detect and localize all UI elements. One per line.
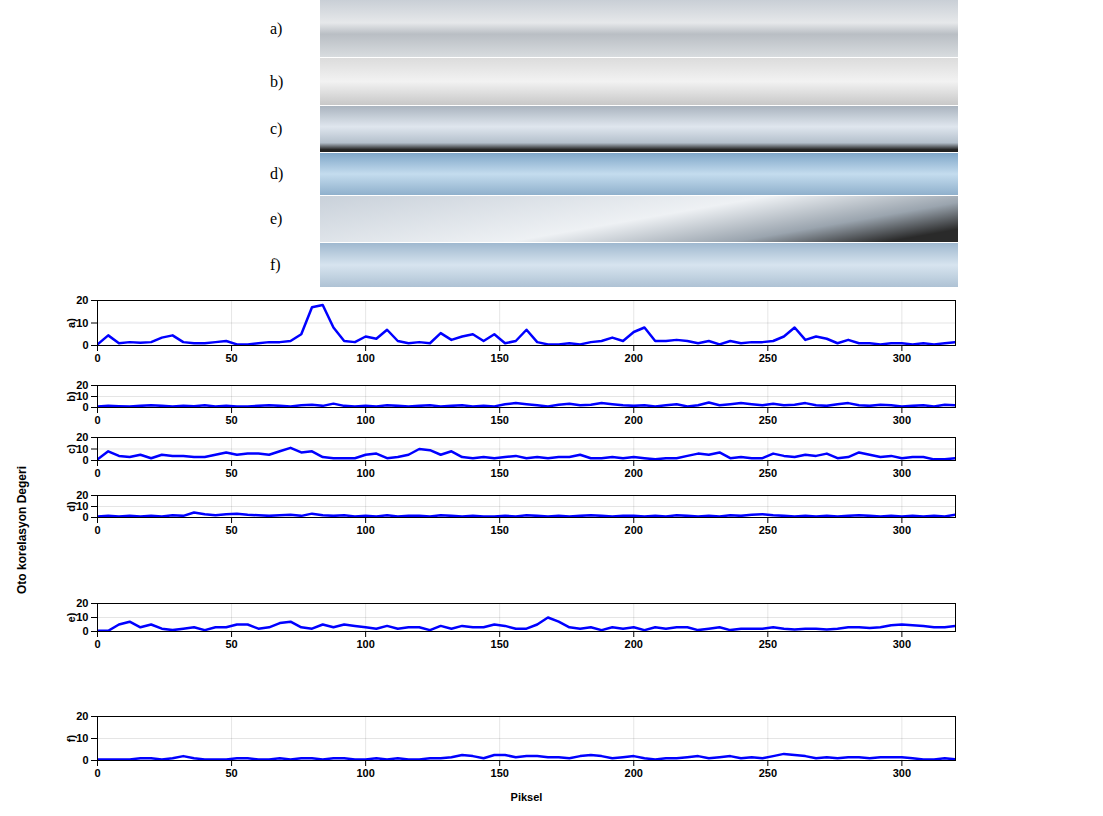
svg-text:10: 10 bbox=[76, 443, 88, 455]
svg-text:0: 0 bbox=[82, 754, 88, 766]
svg-text:e): e) bbox=[65, 612, 77, 622]
svg-text:150: 150 bbox=[491, 767, 509, 779]
svg-text:0: 0 bbox=[94, 638, 100, 650]
html-text:b): b) bbox=[270, 72, 284, 90]
svg-text:200: 200 bbox=[625, 524, 643, 536]
svg-text:10: 10 bbox=[76, 732, 88, 744]
svg-text:0: 0 bbox=[94, 352, 100, 364]
svg-text:150: 150 bbox=[491, 467, 509, 479]
svg-text:100: 100 bbox=[356, 467, 374, 479]
html-text:f): f) bbox=[270, 256, 281, 273]
svg-text:0: 0 bbox=[82, 401, 88, 413]
svg-text:0: 0 bbox=[82, 339, 88, 351]
svg-text:50: 50 bbox=[225, 767, 237, 779]
svg-text:0: 0 bbox=[94, 414, 100, 426]
html-text:d): d) bbox=[270, 165, 284, 182]
svg-text:100: 100 bbox=[356, 767, 374, 779]
svg-text:a): a) bbox=[65, 318, 77, 328]
svg-text:0: 0 bbox=[82, 454, 88, 466]
svg-text:10: 10 bbox=[76, 317, 88, 329]
svg-text:c): c) bbox=[65, 444, 77, 454]
svg-text:20: 20 bbox=[76, 710, 88, 722]
svg-text:150: 150 bbox=[491, 524, 509, 536]
svg-text:0: 0 bbox=[82, 625, 88, 637]
svg-text:20: 20 bbox=[76, 294, 88, 306]
svg-text:50: 50 bbox=[225, 352, 237, 364]
svg-text:50: 50 bbox=[225, 467, 237, 479]
svg-text:250: 250 bbox=[759, 638, 777, 650]
svg-text:10: 10 bbox=[76, 390, 88, 402]
html-text:a): a) bbox=[270, 19, 283, 37]
svg-text:0: 0 bbox=[94, 524, 100, 536]
svg-text:200: 200 bbox=[625, 638, 643, 650]
svg-text:200: 200 bbox=[625, 767, 643, 779]
svg-text:100: 100 bbox=[356, 524, 374, 536]
svg-text:300: 300 bbox=[893, 414, 911, 426]
svg-text:200: 200 bbox=[625, 414, 643, 426]
svg-text:250: 250 bbox=[759, 352, 777, 364]
svg-text:10: 10 bbox=[76, 500, 88, 512]
svg-text:f): f) bbox=[65, 735, 77, 743]
svg-text:20: 20 bbox=[76, 489, 88, 501]
svg-text:300: 300 bbox=[893, 767, 911, 779]
svg-text:150: 150 bbox=[491, 638, 509, 650]
svg-text:b): b) bbox=[65, 391, 77, 402]
svg-text:150: 150 bbox=[491, 414, 509, 426]
svg-text:50: 50 bbox=[225, 414, 237, 426]
svg-text:200: 200 bbox=[625, 467, 643, 479]
svg-text:10: 10 bbox=[76, 611, 88, 623]
html-text:c): c) bbox=[270, 120, 283, 137]
svg-text:0: 0 bbox=[94, 767, 100, 779]
svg-text:150: 150 bbox=[491, 352, 509, 364]
svg-text:300: 300 bbox=[893, 638, 911, 650]
svg-text:Piksel: Piksel bbox=[511, 791, 543, 803]
svg-text:100: 100 bbox=[356, 414, 374, 426]
svg-text:20: 20 bbox=[76, 431, 88, 443]
svg-text:50: 50 bbox=[225, 524, 237, 536]
svg-text:250: 250 bbox=[759, 467, 777, 479]
svg-text:100: 100 bbox=[356, 638, 374, 650]
svg-text:0: 0 bbox=[82, 511, 88, 523]
html-text:e): e) bbox=[270, 210, 283, 227]
svg-text:300: 300 bbox=[893, 352, 911, 364]
svg-text:250: 250 bbox=[759, 767, 777, 779]
svg-text:200: 200 bbox=[625, 352, 643, 364]
svg-text:300: 300 bbox=[893, 467, 911, 479]
svg-text:20: 20 bbox=[76, 597, 88, 609]
svg-text:100: 100 bbox=[356, 352, 374, 364]
html-text:Oto korelasyon Degeri: Oto korelasyon Degeri bbox=[15, 466, 29, 594]
svg-text:20: 20 bbox=[76, 379, 88, 391]
svg-text:50: 50 bbox=[225, 638, 237, 650]
svg-text:250: 250 bbox=[759, 524, 777, 536]
svg-text:0: 0 bbox=[94, 467, 100, 479]
svg-text:d): d) bbox=[65, 501, 77, 512]
svg-text:250: 250 bbox=[759, 414, 777, 426]
svg-text:300: 300 bbox=[893, 524, 911, 536]
